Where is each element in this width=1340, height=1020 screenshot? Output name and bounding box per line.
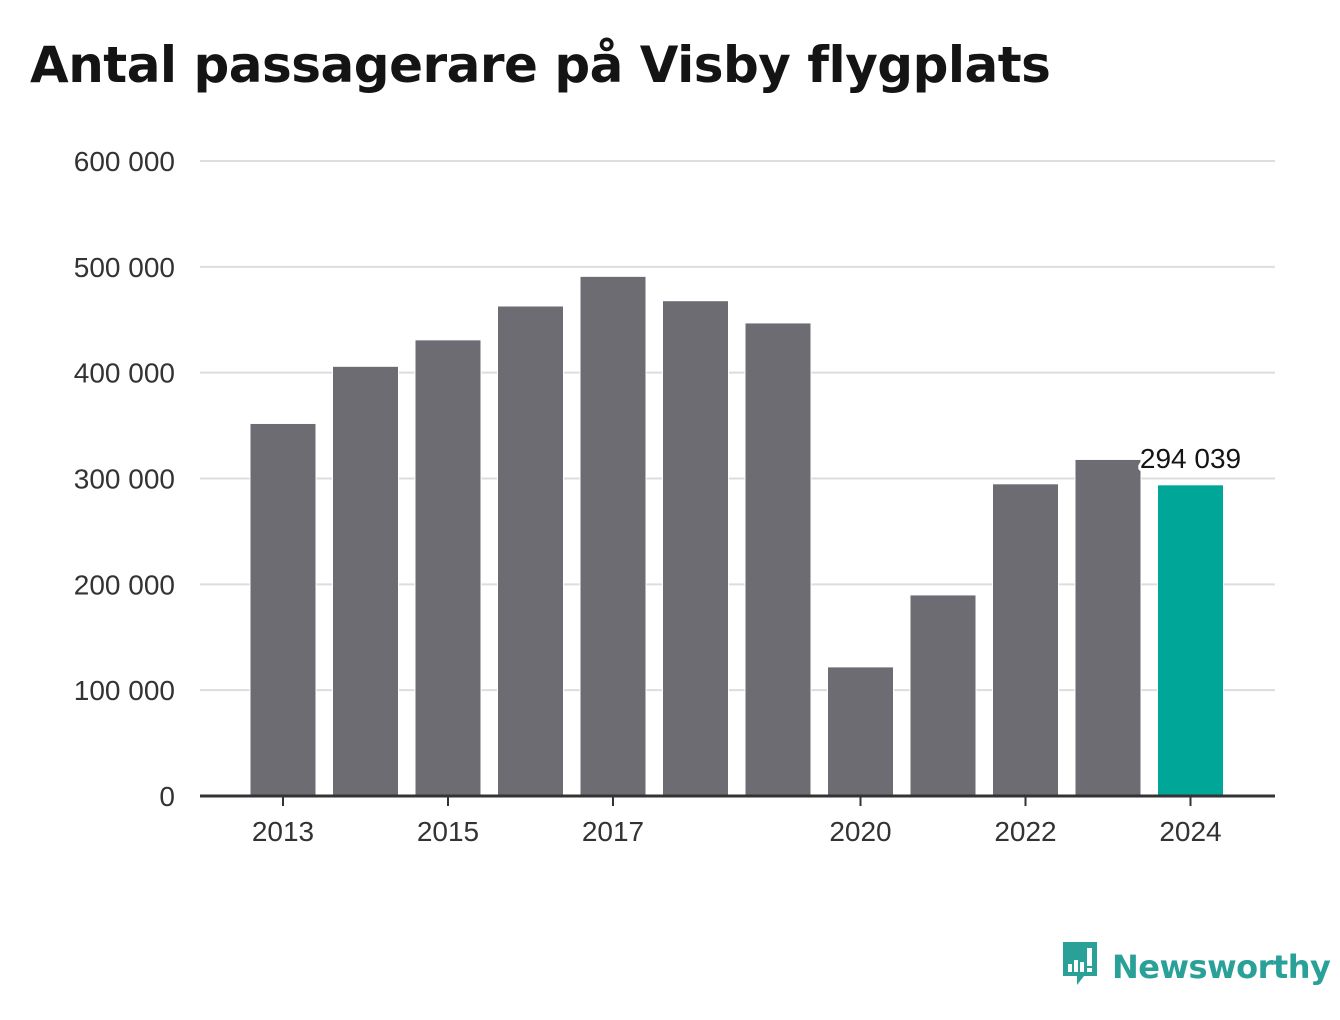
x-tick-label: 2015 [417,816,479,847]
bar-2014 [332,365,399,797]
x-tick-label: 2013 [252,816,314,847]
x-tick-label: 2017 [582,816,644,847]
brand-name: Newsworthy [1112,947,1331,986]
bar-2020 [827,666,894,797]
x-axis-ticks: 2013 2015 2017 2020 2022 2024 [252,796,1222,847]
x-tick-label: 2022 [994,816,1056,847]
x-tick-label: 2024 [1159,816,1221,847]
bar-2023 [1074,458,1142,797]
bar-2016 [497,305,564,797]
bar-2018 [662,300,729,797]
y-tick-label: 200 000 [74,569,175,600]
bar-2019 [744,322,812,797]
y-tick-label: 300 000 [74,464,175,495]
chart-title: Antal passagerare på Visby flygplats [30,36,1051,94]
x-tick-label: 2020 [829,816,891,847]
y-tick-label: 400 000 [74,358,175,389]
bar-2024 [1157,484,1224,797]
y-tick-label: 0 [159,781,175,812]
brand-logo: Newsworthy [1060,940,1331,993]
value-label: 294 039 [1140,443,1241,474]
bar-2021 [909,594,977,797]
newsworthy-icon [1060,940,1100,993]
bar-2017 [579,275,647,797]
y-tick-label: 100 000 [74,675,175,706]
annotations: 294 039 [1137,440,1244,477]
bar-2013 [249,422,317,797]
y-axis-ticks: 0 100 000 200 000 300 000 400 000 500 000 600 … [74,146,175,812]
y-tick-label: 600 000 [74,146,175,177]
y-tick-label: 500 000 [74,252,175,283]
bar-2015 [414,339,482,797]
bar-2022 [992,483,1059,797]
bars [249,275,1224,797]
